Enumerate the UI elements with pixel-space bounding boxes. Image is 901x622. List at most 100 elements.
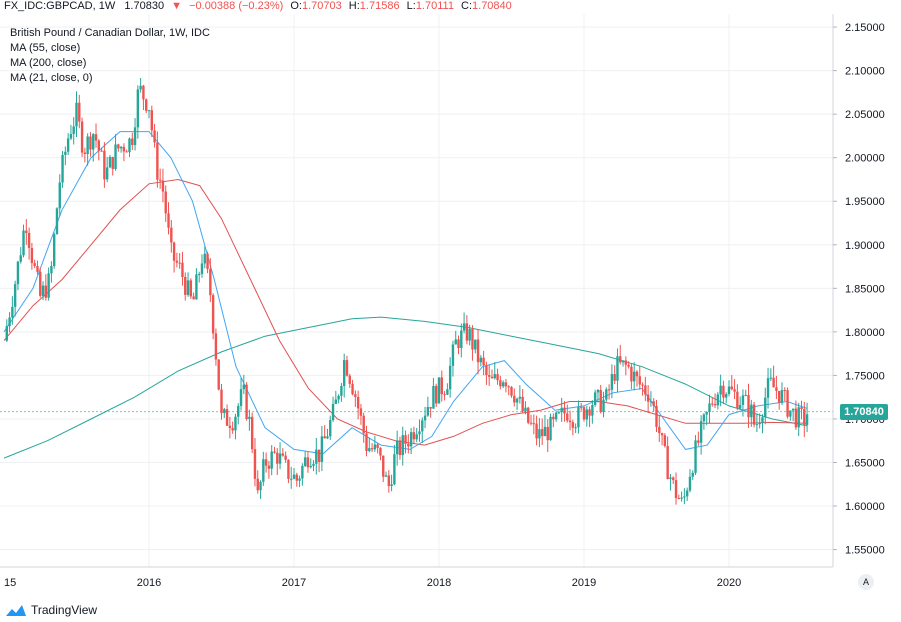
tradingview-cloud-icon [6,605,26,616]
candle-body [429,407,432,409]
candle-body [750,404,753,418]
open-label: O: [290,0,302,12]
candle-body [55,208,59,235]
x-tick-label: 15 [4,577,16,589]
candle-body [580,407,583,409]
candle-body [616,356,619,381]
candle-body [446,389,449,395]
tradingview-logo[interactable]: TradingView [4,603,97,617]
candle-body [435,385,438,404]
candle-body [203,253,206,264]
candle-body [331,403,335,421]
legend-ma55[interactable]: MA (55, close) [10,42,81,54]
candle-body [557,412,561,414]
candle-body [680,497,683,499]
candle-body [309,465,312,468]
candle-body [290,478,293,480]
y-tick-label: 2.00000 [845,153,885,165]
candle-body [641,384,644,386]
price-change: −0.00388 (−0.23%) [189,0,284,12]
candle-body [172,242,176,261]
high-label: H: [348,0,360,12]
candle-body [479,357,483,363]
candle-body [499,380,502,387]
last-price-tag: 1.70840 [840,403,888,420]
candle-body [351,383,354,395]
candle-body [376,444,379,448]
candle-body [145,99,148,111]
candle-body [412,432,416,440]
low-label: L: [406,0,416,12]
legend-ma200[interactable]: MA (200, close) [10,57,87,69]
candle-body [292,474,296,479]
candle-body [276,452,279,464]
candle-body [373,444,377,450]
chart-grid [0,14,833,567]
candle-body [507,386,510,388]
candle-body [552,416,555,420]
candle-body [652,401,655,406]
candle-body [624,360,628,365]
candle-body [100,150,103,152]
candle-body [711,403,714,405]
candle-body [117,144,120,149]
candle-body [543,426,547,437]
candle-body [515,398,519,403]
candle-body [482,357,485,366]
candle-body [560,407,563,413]
candle-body [295,474,298,481]
candle-body [153,130,156,143]
candle-body [11,306,14,318]
candle-body [298,478,301,481]
brand-name: TradingView [31,603,98,617]
candle-body [122,146,126,152]
candle-body [521,396,524,412]
candle-body [192,296,195,300]
candle-body [443,394,446,396]
candle-body [716,394,720,406]
candle-body [655,405,658,427]
candle-body [607,389,611,391]
candle-body [619,356,622,363]
candle-body [320,436,324,462]
candle-body [170,227,173,243]
candle-body [27,232,31,248]
candle-body [705,412,708,415]
candle-body [16,261,20,285]
candle-body [337,395,340,400]
candle-body [72,126,75,134]
x-tick-label: 2017 [282,577,306,589]
candle-body [691,472,694,477]
legend-ma21[interactable]: MA (21, close, 0) [10,72,93,84]
candle-body [794,408,798,428]
candle-body [490,376,494,379]
candle-body [540,429,544,437]
candle-body [175,260,179,263]
candle-body [345,360,349,376]
candle-body [789,410,792,417]
candle-body [644,385,647,395]
candle-body [418,431,421,435]
auto-scale-button[interactable]: A [858,574,874,590]
candle-body [741,395,745,405]
candle-body [259,481,262,491]
candle-body [39,271,42,296]
candle-body [41,285,45,296]
candle-body [535,423,538,439]
candle-body [496,374,499,381]
candle-body [791,408,795,411]
y-tick-label: 2.15000 [845,22,885,34]
candle-body [571,422,575,428]
ma21-line [3,178,808,446]
candle-body [5,326,8,341]
candle-body [356,396,360,409]
candle-body [142,85,145,100]
candle-body [613,374,616,381]
y-tick-label: 2.05000 [845,109,885,121]
moving-average-lines [3,131,808,459]
candle-body [468,328,471,341]
candle-body [250,416,254,450]
candle-body [672,477,675,481]
candle-body [22,230,25,256]
